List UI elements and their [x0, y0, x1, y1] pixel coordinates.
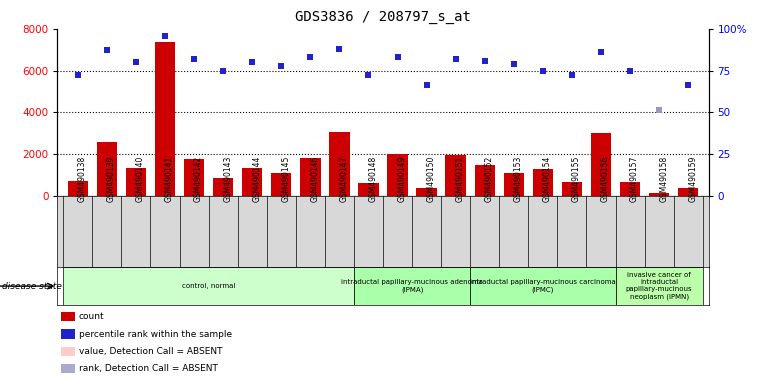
- Bar: [417, 188, 437, 196]
- Bar: [591, 133, 611, 196]
- Bar: [503, 173, 524, 196]
- Text: GSM490148: GSM490148: [368, 155, 378, 202]
- Bar: [620, 182, 640, 196]
- Text: rank, Detection Call = ABSENT: rank, Detection Call = ABSENT: [79, 364, 218, 373]
- Bar: [97, 142, 117, 196]
- Bar: [470, 267, 616, 305]
- Text: value, Detection Call = ABSENT: value, Detection Call = ABSENT: [79, 347, 222, 356]
- Bar: [213, 178, 234, 196]
- Text: intraductal papillary-mucinous carcinoma
(IPMC): intraductal papillary-mucinous carcinoma…: [470, 279, 616, 293]
- Text: GSM490159: GSM490159: [688, 155, 697, 202]
- Bar: [532, 169, 553, 196]
- Bar: [329, 132, 349, 196]
- Text: GSM490155: GSM490155: [572, 155, 581, 202]
- Bar: [561, 182, 582, 196]
- Text: GSM490144: GSM490144: [252, 155, 261, 202]
- Text: GSM490139: GSM490139: [107, 155, 116, 202]
- Bar: [64, 267, 354, 305]
- Bar: [126, 168, 146, 196]
- Bar: [67, 181, 88, 196]
- Text: invasive cancer of
intraductal
papillary-mucinous
neoplasm (IPMN): invasive cancer of intraductal papillary…: [626, 272, 692, 300]
- Text: GSM490142: GSM490142: [194, 155, 203, 202]
- Text: GSM490141: GSM490141: [165, 155, 174, 202]
- Bar: [155, 42, 175, 196]
- Text: GSM490158: GSM490158: [659, 155, 668, 202]
- Text: GSM490146: GSM490146: [310, 155, 319, 202]
- Text: GSM490154: GSM490154: [543, 155, 552, 202]
- Text: disease state: disease state: [2, 281, 61, 291]
- Text: GSM490150: GSM490150: [427, 155, 436, 202]
- Bar: [358, 183, 378, 196]
- Text: control, normal: control, normal: [182, 283, 235, 289]
- Text: percentile rank within the sample: percentile rank within the sample: [79, 329, 232, 339]
- Bar: [616, 267, 702, 305]
- Bar: [649, 193, 669, 196]
- Bar: [300, 158, 320, 196]
- Text: GSM490153: GSM490153: [514, 155, 523, 202]
- Text: GSM490145: GSM490145: [281, 155, 290, 202]
- Bar: [446, 155, 466, 196]
- Text: intraductal papillary-mucinous adenoma
(IPMA): intraductal papillary-mucinous adenoma (…: [341, 279, 483, 293]
- Text: GSM490138: GSM490138: [78, 155, 87, 202]
- Text: GSM490151: GSM490151: [456, 155, 465, 202]
- Bar: [678, 188, 699, 196]
- Bar: [242, 168, 263, 196]
- Text: GSM490156: GSM490156: [601, 155, 610, 202]
- Text: GSM490147: GSM490147: [339, 155, 349, 202]
- Bar: [271, 173, 291, 196]
- Text: GSM490152: GSM490152: [485, 155, 494, 202]
- Text: GSM490140: GSM490140: [136, 155, 145, 202]
- Bar: [475, 164, 495, 196]
- Text: GDS3836 / 208797_s_at: GDS3836 / 208797_s_at: [295, 10, 471, 23]
- Text: GSM490157: GSM490157: [630, 155, 639, 202]
- Text: GSM490149: GSM490149: [398, 155, 407, 202]
- Text: count: count: [79, 312, 104, 321]
- Bar: [184, 159, 205, 196]
- Bar: [388, 154, 408, 196]
- Text: GSM490143: GSM490143: [223, 155, 232, 202]
- Bar: [354, 267, 470, 305]
